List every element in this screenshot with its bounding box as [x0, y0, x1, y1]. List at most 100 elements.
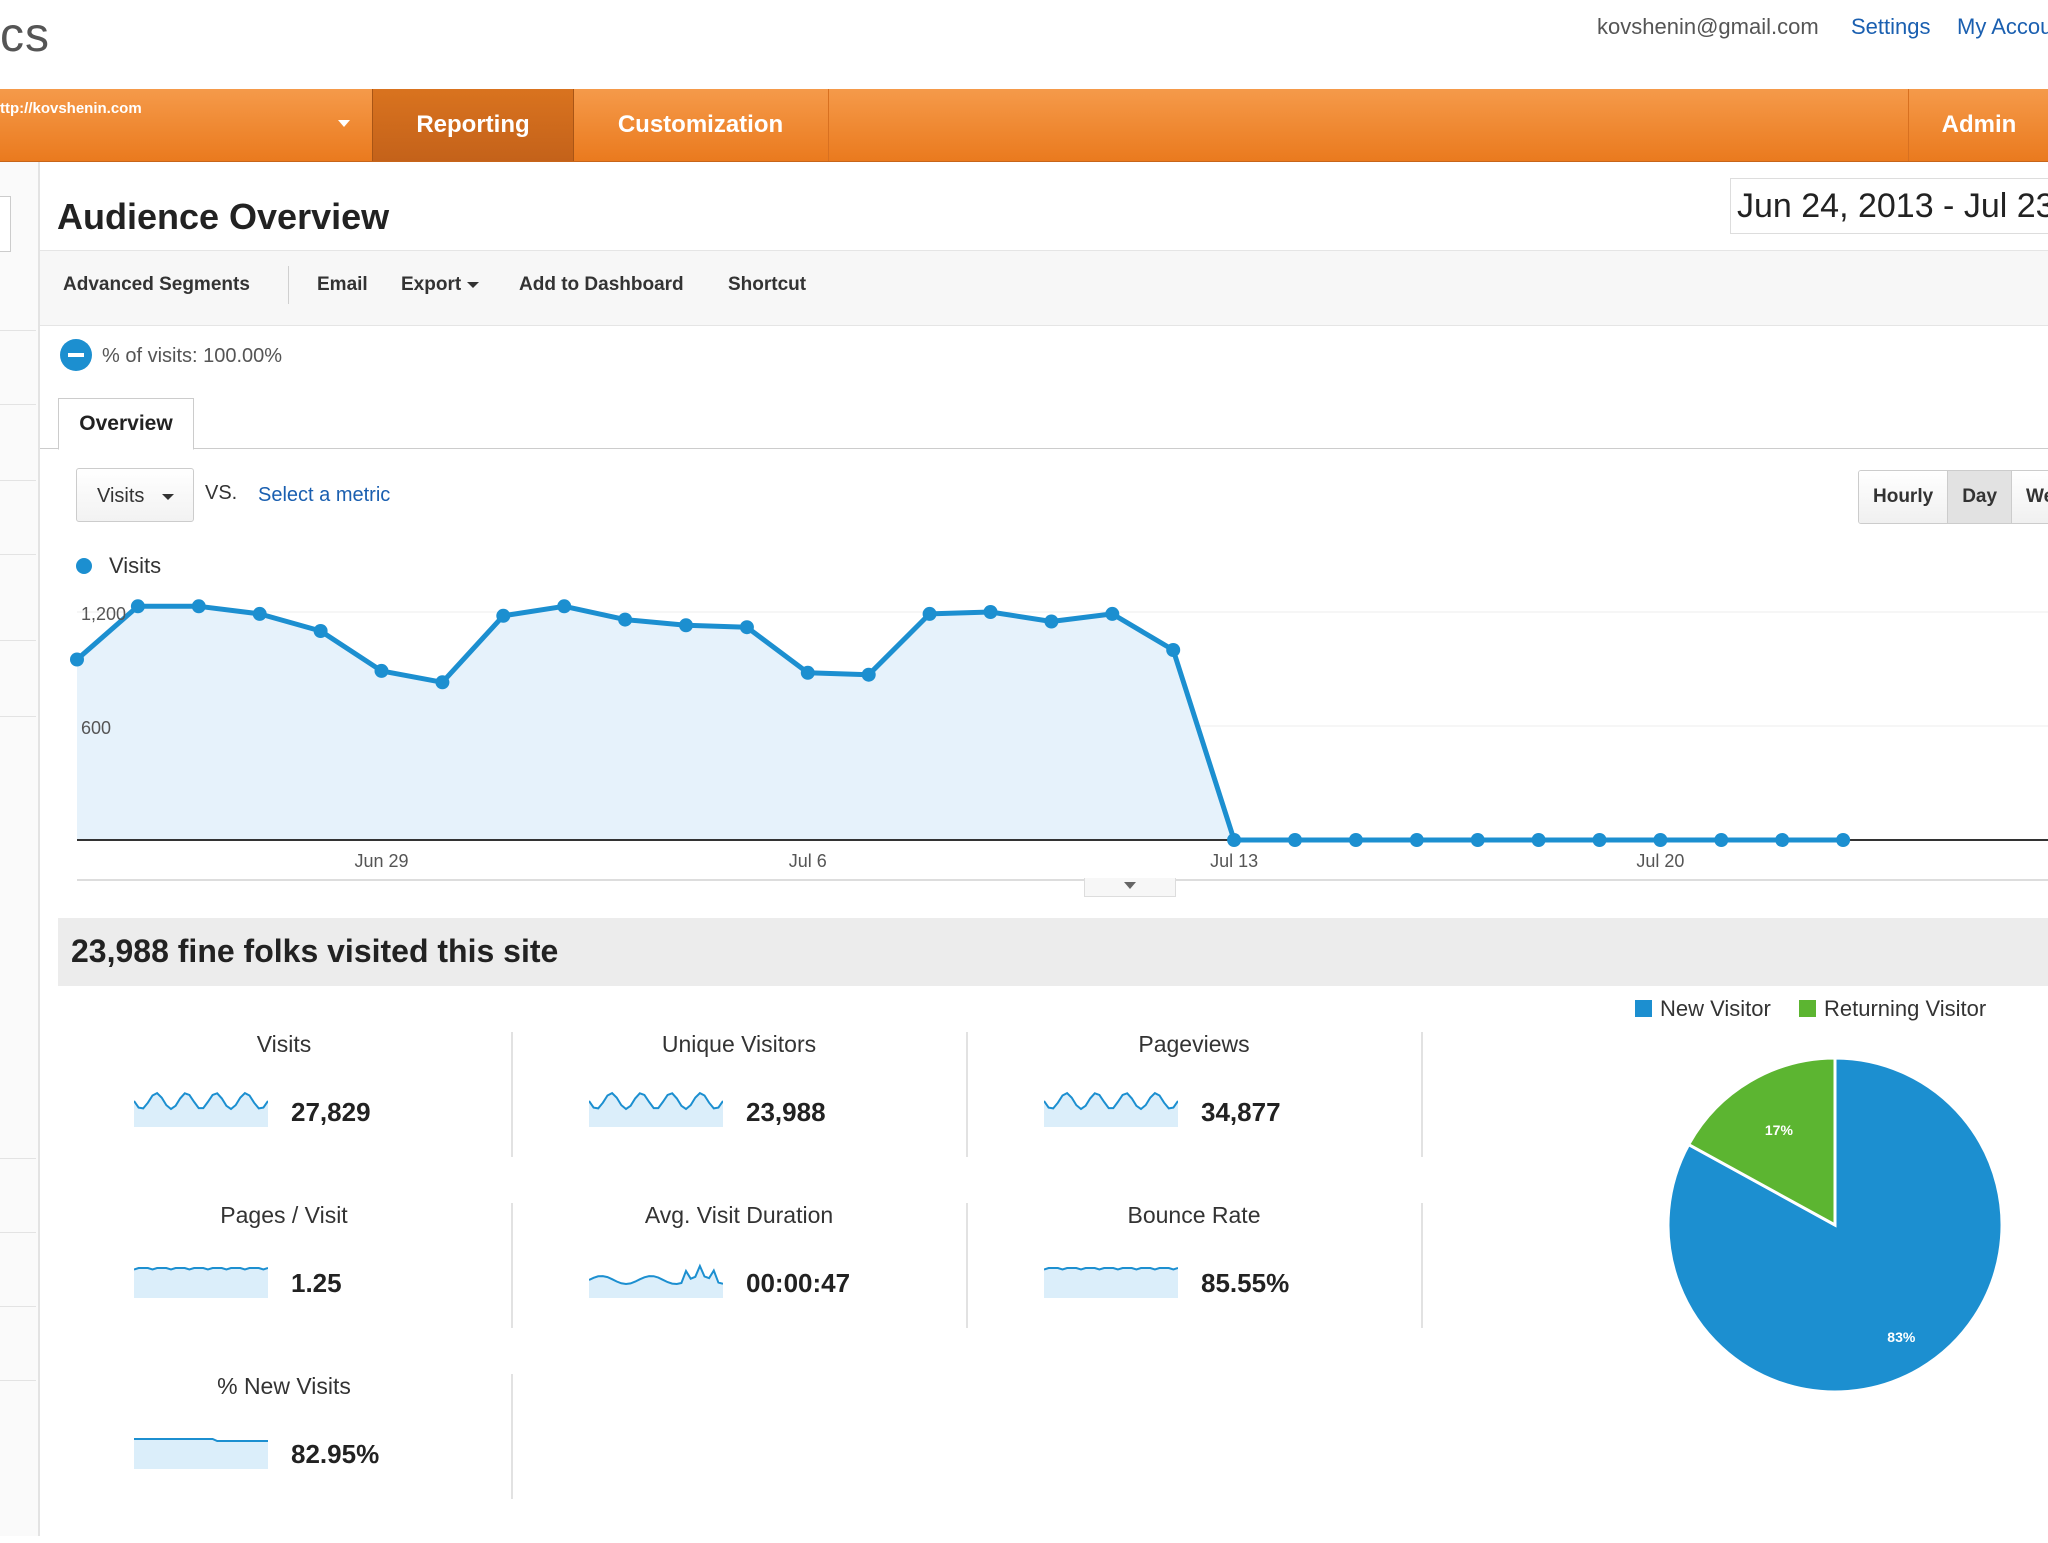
sidebar-divider [0, 1380, 36, 1381]
metric-divider [966, 1032, 968, 1157]
pie-slice-label: 83% [1887, 1329, 1916, 1345]
advanced-segments-button[interactable]: Advanced Segments [63, 274, 250, 295]
segment-percentage: % of visits: 100.00% [102, 345, 283, 367]
data-point [374, 663, 389, 678]
data-point [679, 618, 693, 633]
metric-unique-visitors: Unique Visitors 23,988 [589, 1031, 889, 1201]
metric-value: 82.95% [291, 1439, 380, 1469]
sparkline-fill [1044, 1093, 1178, 1127]
sidebar-divider [0, 716, 36, 717]
legend-label-new-visitor: New Visitor [1660, 996, 1771, 1021]
metric-value: 85.55% [1201, 1268, 1290, 1298]
day-button[interactable]: Day [1948, 471, 2013, 523]
sparkline-fill [589, 1266, 723, 1298]
data-point [1288, 833, 1302, 847]
metric-new-visits: % New Visits 82.95% [134, 1373, 434, 1543]
sidebar-divider [0, 1232, 36, 1233]
tab-overview[interactable]: Overview [58, 398, 194, 450]
x-tick-label: Jul 20 [1636, 851, 1684, 871]
sidebar-divider [0, 1306, 36, 1307]
metric-pages-per-visit: Pages / Visit 1.25 [134, 1202, 434, 1372]
metric-value: 27,829 [291, 1097, 371, 1127]
data-point [1105, 606, 1120, 621]
week-button[interactable]: We [2012, 471, 2048, 523]
sidebar-divider [0, 640, 36, 641]
metric-divider [1421, 1203, 1423, 1328]
data-point [1775, 833, 1790, 847]
app-logo-text: cs [0, 9, 50, 62]
sparkline-line [589, 1091, 723, 1111]
sparkline [589, 1091, 723, 1127]
metric-divider [966, 1203, 968, 1328]
metric-dropdown-label: Visits [97, 485, 145, 507]
tab-admin[interactable]: Admin [1908, 89, 2048, 161]
data-point [496, 608, 511, 623]
metric-dropdown[interactable]: Visits [76, 468, 194, 522]
sidebar-divider [0, 330, 36, 331]
property-selector[interactable]: ttp://kovshenin.com [0, 100, 142, 117]
main-nav-bar [0, 89, 2048, 162]
time-granularity-group: Hourly Day We [1858, 470, 2048, 524]
chevron-down-icon[interactable] [338, 120, 350, 127]
sidebar-search-box[interactable] [0, 196, 11, 252]
shortcut-button[interactable]: Shortcut [728, 274, 807, 295]
data-point [1409, 833, 1424, 847]
chevron-down-icon [162, 493, 175, 500]
export-button[interactable]: Export [401, 274, 480, 296]
sidebar-divider [0, 554, 36, 555]
summary-title: 23,988 fine folks visited this site [71, 933, 559, 969]
pie-slice [1686, 1056, 1837, 1228]
y-tick-label: 600 [81, 718, 111, 738]
metric-label: Avg. Visit Duration [644, 1202, 834, 1228]
data-point [1592, 833, 1607, 847]
sidebar-divider [0, 404, 36, 405]
account-email: kovshenin@gmail.com [1597, 14, 1819, 39]
summary-band [58, 918, 2048, 986]
data-point [70, 652, 84, 667]
metric-divider [511, 1203, 513, 1328]
data-point [191, 599, 206, 614]
chart-collapse-toggle[interactable] [1084, 878, 1176, 897]
my-account-link[interactable]: My Accou [1957, 14, 2048, 39]
settings-link[interactable]: Settings [1851, 14, 1931, 39]
add-to-dashboard-button[interactable]: Add to Dashboard [519, 274, 684, 295]
segment-pie-icon [60, 339, 92, 371]
sparkline [134, 1091, 268, 1127]
date-range-picker[interactable]: Jun 24, 2013 - Jul 23 [1730, 178, 2048, 234]
metric-visits: Visits 27,829 [134, 1031, 434, 1201]
data-point [130, 599, 145, 614]
vs-label: VS. [205, 482, 238, 504]
sparkline-fill [1044, 1268, 1178, 1298]
sparkline [1044, 1091, 1178, 1127]
visitor-type-pie-chart: 83% 17% [1666, 1056, 2004, 1394]
email-button[interactable]: Email [317, 274, 368, 295]
metric-pageviews: Pageviews 34,877 [1044, 1031, 1344, 1201]
sparkline-fill [134, 1439, 268, 1469]
export-label: Export [401, 274, 462, 295]
page-title: Audience Overview [57, 196, 390, 237]
sidebar-divider [0, 480, 36, 481]
metric-value: 1.25 [291, 1268, 342, 1298]
pie-legend: New Visitor Returning Visitor [1635, 996, 1986, 1022]
data-point [557, 599, 572, 614]
metric-label: Pageviews [1138, 1031, 1250, 1057]
legend-label-visits: Visits [109, 553, 162, 578]
tab-customization[interactable]: Customization [573, 89, 829, 161]
hourly-button[interactable]: Hourly [1859, 471, 1949, 523]
tab-reporting[interactable]: Reporting [372, 89, 574, 161]
data-point [983, 605, 998, 619]
visits-area-fill [77, 606, 1844, 840]
visits-line-chart: 1,200 600 Jun 29 Jul 6 Jul 13 Jul 20 [70, 599, 2048, 881]
sparkline-fill [589, 1093, 723, 1127]
data-point [922, 606, 937, 621]
sparkline-line [1044, 1267, 1178, 1271]
data-point [313, 624, 328, 638]
sparkline-line [134, 1091, 268, 1111]
metric-label: Pages / Visit [220, 1202, 348, 1228]
metric-label: % New Visits [217, 1373, 351, 1399]
sparkline-line [589, 1263, 723, 1286]
data-point [1044, 614, 1059, 629]
select-metric-link[interactable]: Select a metric [258, 484, 391, 506]
left-sidebar [0, 162, 40, 1536]
sparkline [134, 1267, 268, 1298]
